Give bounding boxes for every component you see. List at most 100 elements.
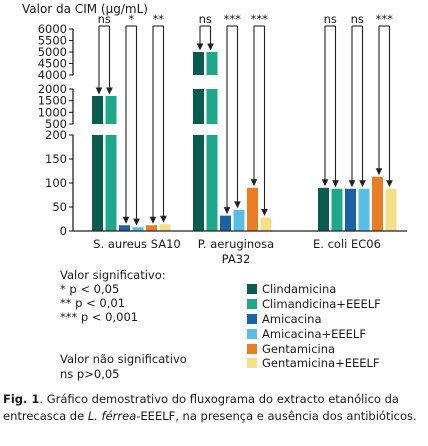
legend-label: Clindamicina bbox=[262, 282, 337, 297]
y-axis: 0 50 100 150 2005001000150020004000450050005… bbox=[38, 22, 74, 238]
legend-swatch bbox=[247, 358, 257, 369]
legend-label: Gentamicina+EEELF bbox=[262, 356, 380, 371]
significance-arrowhead bbox=[149, 216, 157, 224]
caption-species: L. férrea bbox=[87, 409, 137, 423]
significance-arrowhead bbox=[106, 87, 113, 95]
bar bbox=[385, 188, 397, 231]
significance-arrowhead bbox=[359, 180, 366, 188]
y-tick-label: 50 bbox=[52, 200, 67, 214]
bar bbox=[92, 135, 103, 231]
legend-item: Gentamicina+EEELF bbox=[247, 356, 381, 371]
x-tick-label: P. aeruginosa bbox=[198, 237, 274, 251]
legend: Clindamicina Climandicina+EEELF Amicacin… bbox=[247, 282, 381, 371]
significance-arrowhead bbox=[321, 179, 329, 187]
significance-arrowhead bbox=[375, 168, 383, 176]
significance-arrowhead bbox=[122, 216, 130, 224]
legend-item: Amicacina+EEELF bbox=[247, 326, 381, 341]
notes-title: Valor significativo: bbox=[60, 268, 166, 282]
significance-arrowhead bbox=[160, 215, 167, 223]
caption-text: . Gráfico demostrativo do fluxograma do … bbox=[3, 392, 399, 423]
x-tick-label: E. coli EC06 bbox=[313, 237, 381, 251]
y-tick-label: 4500 bbox=[38, 57, 67, 71]
significance-arrowhead bbox=[196, 43, 204, 51]
y-axis-title: Valor da CIM (µg/mL) bbox=[22, 2, 148, 16]
y-tick-label: 500 bbox=[45, 117, 67, 131]
significance-label: ** bbox=[153, 12, 165, 26]
legend-item: Gentamicina bbox=[247, 341, 381, 356]
y-tick-label: 5500 bbox=[38, 34, 67, 48]
notes-line-2: ** p < 0,01 bbox=[60, 296, 126, 310]
legend-swatch bbox=[247, 343, 257, 354]
bar bbox=[132, 227, 144, 231]
bar bbox=[206, 135, 218, 231]
significance-label: * bbox=[128, 12, 134, 26]
bar bbox=[159, 224, 171, 231]
bars bbox=[92, 52, 397, 231]
figure-caption: Fig. 1. Gráfico demostrativo do fluxogra… bbox=[3, 391, 427, 425]
caption-text-end: -EEELF, na presença e ausência dos antib… bbox=[136, 409, 417, 423]
ns-notes: Valor não significativo ns p>0,05 bbox=[60, 352, 187, 382]
significance-arrowhead bbox=[332, 180, 339, 188]
legend-label: Amicacina+EEELF bbox=[262, 326, 366, 341]
ns-line: ns p>0,05 bbox=[60, 367, 120, 381]
bar bbox=[318, 187, 329, 231]
x-tick-label: PA32 bbox=[222, 252, 251, 266]
significance-label: *** bbox=[251, 12, 269, 26]
legend-swatch bbox=[247, 299, 257, 310]
y-tick-label: 1000 bbox=[38, 105, 67, 119]
bar bbox=[105, 135, 117, 231]
legend-swatch bbox=[247, 313, 257, 324]
bar bbox=[193, 89, 204, 124]
y-tick-label: 6000 bbox=[38, 22, 67, 36]
legend-swatch bbox=[247, 284, 257, 295]
bar bbox=[260, 217, 272, 231]
bar bbox=[331, 188, 343, 231]
legend-swatch bbox=[247, 328, 257, 339]
y-tick-label: 0 bbox=[60, 224, 67, 238]
significance-arrowhead bbox=[223, 207, 231, 215]
legend-item: Amicacina bbox=[247, 312, 381, 327]
significance-arrowhead bbox=[133, 218, 140, 226]
legend-label: Gentamicina bbox=[262, 341, 336, 356]
bar bbox=[193, 52, 204, 75]
significance-brackets: ns * ** ns *** *** ns ns *** bbox=[95, 12, 393, 226]
y-tick-label: 100 bbox=[45, 176, 67, 190]
y-tick-label: 200 bbox=[45, 128, 67, 142]
significance-arrowhead bbox=[348, 180, 356, 188]
caption-label: Fig. 1 bbox=[3, 392, 40, 406]
significance-arrowhead bbox=[207, 43, 214, 51]
x-tick-label: S. aureus SA10 bbox=[93, 237, 180, 251]
bar bbox=[220, 215, 231, 231]
significance-label: *** bbox=[224, 12, 242, 26]
significance-notes: Valor significativo: * p < 0,05 ** p < 0… bbox=[60, 268, 166, 324]
bar bbox=[345, 188, 356, 231]
bar bbox=[206, 89, 218, 124]
bar bbox=[372, 176, 383, 231]
bar bbox=[105, 96, 117, 124]
significance-label: ns bbox=[98, 12, 111, 26]
significance-arrowhead bbox=[386, 180, 393, 188]
bar bbox=[193, 135, 204, 231]
notes-line-1: * p < 0,05 bbox=[60, 282, 120, 296]
bar bbox=[206, 52, 218, 75]
significance-arrowhead bbox=[250, 179, 258, 187]
y-tick-label: 150 bbox=[45, 152, 67, 166]
significance-arrowhead bbox=[95, 87, 103, 95]
y-tick-label: 5000 bbox=[38, 45, 67, 59]
bar bbox=[146, 225, 157, 231]
significance-label: ns bbox=[199, 12, 212, 26]
legend-label: Amicacina bbox=[262, 311, 322, 326]
bar bbox=[358, 188, 370, 231]
bar bbox=[119, 225, 130, 231]
y-tick-label: 4000 bbox=[38, 68, 67, 82]
significance-arrowhead bbox=[261, 209, 268, 217]
bar bbox=[247, 187, 258, 231]
bar bbox=[92, 96, 103, 124]
y-tick-label: 2000 bbox=[38, 82, 67, 96]
y-tick-label: 1500 bbox=[38, 94, 67, 108]
significance-label: ns bbox=[351, 12, 364, 26]
legend-label: Climandicina+EEELF bbox=[262, 297, 381, 312]
ns-title: Valor não significativo bbox=[60, 352, 187, 366]
